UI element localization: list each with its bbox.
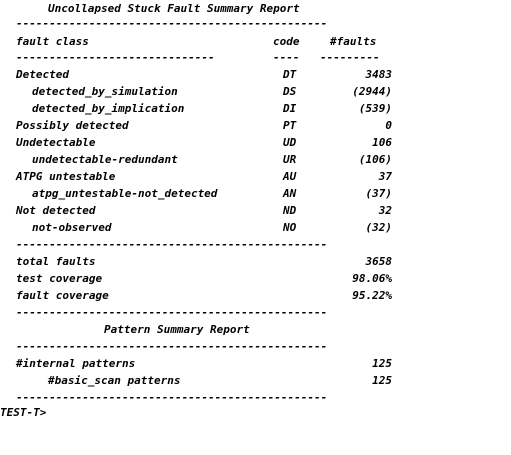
total-value: 3658 [365, 255, 393, 268]
total-value: 95.22% [352, 289, 392, 302]
header-fault-class: fault class [16, 35, 89, 48]
terminal-output: Uncollapsed Stuck Fault Summary Report -… [0, 0, 511, 419]
row-code: DS [283, 85, 297, 98]
row-code: DT [283, 68, 297, 81]
prompt-text: TEST-T> [0, 406, 47, 419]
row-code: DI [283, 102, 297, 115]
row-label: Undetectable [16, 136, 96, 149]
row-value: 0 [385, 119, 392, 132]
divider: ----------------------------------------… [16, 391, 328, 404]
row-label: atpg_untestable-not_detected [32, 187, 218, 200]
divider: ----------------------------------------… [16, 238, 328, 251]
table-row: Undetectable UD 106 [0, 134, 511, 151]
total-value: 98.06% [352, 272, 392, 285]
totals-row: fault coverage 95.22% [0, 287, 511, 304]
row-code: NO [283, 221, 297, 234]
divider: ----------------------------------------… [16, 306, 328, 319]
row-value: (106) [358, 153, 392, 166]
row-code: UD [283, 136, 297, 149]
pattern-row: #basic_scan patterns 125 [0, 372, 511, 389]
pattern-title-line: Pattern Summary Report [0, 321, 511, 338]
row-label: detected_by_simulation [32, 85, 178, 98]
header-underline-row: ------------------------------ ---- ----… [0, 49, 511, 66]
header-faults: #faults [330, 35, 377, 48]
pattern-report-title: Pattern Summary Report [104, 323, 250, 336]
pattern-label: #basic_scan patterns [48, 374, 181, 387]
totals-row: total faults 3658 [0, 253, 511, 270]
table-row: undetectable-redundant UR (106) [0, 151, 511, 168]
totals-row: test coverage 98.06% [0, 270, 511, 287]
pattern-value: 125 [372, 374, 392, 387]
table-row: detected_by_implication DI (539) [0, 100, 511, 117]
total-label: test coverage [16, 272, 103, 285]
row-label: Not detected [16, 204, 96, 217]
total-label: fault coverage [16, 289, 109, 302]
row-label: not-observed [32, 221, 112, 234]
pattern-value: 125 [372, 357, 392, 370]
divider: ----------------------------------------… [16, 340, 328, 353]
row-code: ND [283, 204, 297, 217]
row-value: (32) [365, 221, 393, 234]
table-row: not-observed NO (32) [0, 219, 511, 236]
total-label: total faults [16, 255, 96, 268]
table-row: Detected DT 3483 [0, 66, 511, 83]
row-value: 106 [372, 136, 392, 149]
row-label: detected_by_implication [32, 102, 185, 115]
command-prompt[interactable]: TEST-T> [0, 404, 511, 421]
pattern-label: #internal patterns [16, 357, 136, 370]
header-row: fault class code #faults [0, 33, 511, 50]
header-underline-faults: --------- [320, 51, 380, 64]
table-row: atpg_untestable-not_detected AN (37) [0, 185, 511, 202]
row-code: AN [283, 187, 297, 200]
row-code: AU [283, 170, 297, 183]
row-value: 3483 [365, 68, 393, 81]
row-value: (539) [358, 102, 392, 115]
divider: ----------------------------------------… [16, 17, 328, 30]
table-row: Possibly detected PT 0 [0, 117, 511, 134]
row-label: ATPG untestable [16, 170, 116, 183]
row-value: 32 [378, 204, 392, 217]
row-code: UR [283, 153, 297, 166]
table-row: detected_by_simulation DS (2944) [0, 83, 511, 100]
row-value: (37) [365, 187, 393, 200]
header-code: code [273, 35, 300, 48]
row-label: undetectable-redundant [32, 153, 178, 166]
row-value: 37 [378, 170, 392, 183]
table-row: Not detected ND 32 [0, 202, 511, 219]
row-label: Detected [16, 68, 69, 81]
row-code: PT [283, 119, 297, 132]
row-value: (2944) [352, 85, 392, 98]
report-title: Uncollapsed Stuck Fault Summary Report [48, 2, 300, 15]
header-underline-code: ---- [273, 51, 300, 64]
row-label: Possibly detected [16, 119, 129, 132]
header-underline-class: ------------------------------ [16, 51, 215, 64]
report-title-line: Uncollapsed Stuck Fault Summary Report [0, 0, 511, 17]
pattern-row: #internal patterns 125 [0, 355, 511, 372]
table-row: ATPG untestable AU 37 [0, 168, 511, 185]
